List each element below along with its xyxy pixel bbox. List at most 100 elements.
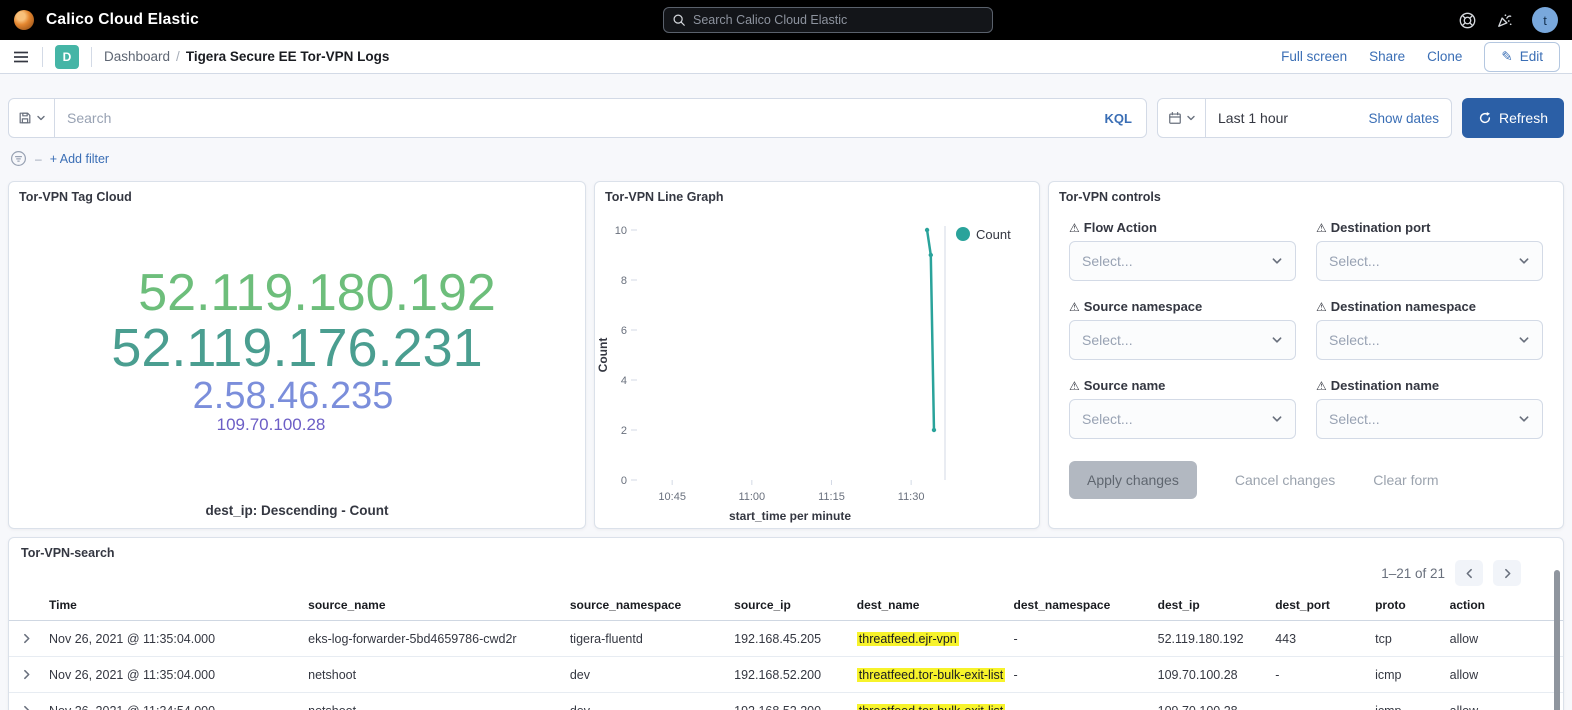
cell-time: Nov 26, 2021 @ 11:34:54.000 bbox=[49, 704, 308, 710]
tag-dest-ip[interactable]: 109.70.100.28 bbox=[217, 416, 326, 434]
calendar-icon bbox=[1168, 111, 1182, 125]
clone-button[interactable]: Clone bbox=[1427, 49, 1462, 64]
pencil-icon: ✎ bbox=[1501, 49, 1512, 65]
expand-row-button[interactable] bbox=[9, 669, 49, 680]
control-source-name: ⚠ Source name Select... bbox=[1069, 378, 1296, 439]
table-row: Nov 26, 2021 @ 11:34:54.000 netshoot dev… bbox=[9, 693, 1563, 710]
full-screen-button[interactable]: Full screen bbox=[1281, 49, 1347, 64]
col-dest-name[interactable]: dest_name bbox=[857, 592, 1014, 620]
line-chart[interactable]: 10 8 6 4 2 0 Count 10:45 11:00 11:15 11:… bbox=[595, 212, 1025, 530]
cancel-changes-button[interactable]: Cancel changes bbox=[1235, 472, 1335, 488]
refresh-button[interactable]: Refresh bbox=[1462, 98, 1564, 138]
expand-row-button[interactable] bbox=[9, 633, 49, 644]
col-source-namespace[interactable]: source_namespace bbox=[570, 592, 734, 620]
source-name-select[interactable]: Select... bbox=[1069, 399, 1296, 439]
search-table-panel: Tor-VPN-search 1–21 of 21 Time source_na… bbox=[8, 537, 1564, 710]
cell-dest-port: - bbox=[1275, 668, 1375, 682]
app-title: Calico Cloud Elastic bbox=[46, 11, 199, 29]
divider bbox=[42, 47, 43, 67]
control-destination-name: ⚠Destination name Select... bbox=[1316, 378, 1543, 439]
edit-button[interactable]: ✎ Edit bbox=[1484, 42, 1560, 72]
page-title: Tigera Secure EE Tor-VPN Logs bbox=[186, 49, 390, 64]
clear-form-button[interactable]: Clear form bbox=[1373, 472, 1438, 488]
chevron-down-icon bbox=[1518, 334, 1530, 346]
x-tick: 11:30 bbox=[898, 491, 925, 503]
select-placeholder: Select... bbox=[1329, 332, 1380, 348]
menu-hamburger-icon[interactable] bbox=[12, 48, 30, 66]
col-action[interactable]: action bbox=[1450, 592, 1523, 620]
refresh-icon bbox=[1478, 111, 1492, 125]
global-search-input[interactable]: Search Calico Cloud Elastic bbox=[663, 7, 993, 33]
col-dest-namespace[interactable]: dest_namespace bbox=[1014, 592, 1158, 620]
cell-source-ip: 192.168.45.205 bbox=[734, 632, 857, 646]
expand-row-button[interactable] bbox=[9, 705, 49, 710]
col-proto[interactable]: proto bbox=[1375, 592, 1450, 620]
col-source-name[interactable]: source_name bbox=[308, 592, 570, 620]
warning-icon: ⚠ bbox=[1316, 300, 1327, 314]
table-scrollbar[interactable] bbox=[1554, 570, 1560, 710]
tag-dest-ip[interactable]: 2.58.46.235 bbox=[193, 377, 394, 417]
saved-query-menu-button[interactable] bbox=[9, 99, 55, 137]
cell-dest-ip: 109.70.100.28 bbox=[1158, 704, 1276, 710]
time-range-picker[interactable]: Last 1 hour Show dates bbox=[1157, 98, 1452, 138]
destination-name-select[interactable]: Select... bbox=[1316, 399, 1543, 439]
destination-port-select[interactable]: Select... bbox=[1316, 241, 1543, 281]
col-dest-ip[interactable]: dest_ip bbox=[1158, 592, 1276, 620]
date-quick-menu-button[interactable] bbox=[1158, 99, 1206, 137]
select-placeholder: Select... bbox=[1082, 253, 1133, 269]
tag-dest-ip[interactable]: 52.119.176.231 bbox=[111, 320, 482, 376]
y-axis-title: Count bbox=[596, 338, 610, 373]
top-app-bar: Calico Cloud Elastic Search Calico Cloud… bbox=[0, 0, 1572, 40]
next-page-button[interactable] bbox=[1493, 560, 1521, 586]
cell-source-name: netshoot bbox=[308, 668, 570, 682]
space-badge[interactable]: D bbox=[55, 45, 79, 69]
line-graph-panel: Tor-VPN Line Graph 10 8 6 4 2 0 Count bbox=[594, 181, 1040, 529]
control-source-namespace: ⚠Source namespace Select... bbox=[1069, 299, 1296, 360]
col-time[interactable]: Time bbox=[49, 592, 308, 620]
cell-proto: icmp bbox=[1375, 668, 1450, 682]
chevron-right-icon bbox=[21, 633, 32, 644]
x-tick: 11:15 bbox=[818, 491, 845, 503]
source-namespace-select[interactable]: Select... bbox=[1069, 320, 1296, 360]
cell-source-namespace: dev bbox=[570, 704, 734, 710]
show-dates-button[interactable]: Show dates bbox=[1368, 111, 1451, 126]
tag-cloud: 52.119.180.192 52.119.176.231 2.58.46.23… bbox=[9, 218, 585, 482]
app-logo-icon bbox=[14, 10, 34, 30]
x-tick: 10:45 bbox=[658, 491, 686, 503]
legend-label[interactable]: Count bbox=[976, 227, 1011, 242]
share-button[interactable]: Share bbox=[1369, 49, 1405, 64]
chevron-down-icon bbox=[1518, 255, 1530, 267]
control-destination-namespace: ⚠Destination namespace Select... bbox=[1316, 299, 1543, 360]
add-filter-button[interactable]: + Add filter bbox=[50, 152, 109, 166]
col-source-ip[interactable]: source_ip bbox=[734, 592, 857, 620]
news-party-popper-icon[interactable] bbox=[1495, 11, 1514, 30]
line-graph-panel-title: Tor-VPN Line Graph bbox=[595, 182, 1039, 212]
flow-action-select[interactable]: Select... bbox=[1069, 241, 1296, 281]
highlighted-threat-feed: threatfeed.tor-bulk-exit-list bbox=[857, 704, 1006, 710]
kql-syntax-button[interactable]: KQL bbox=[1091, 111, 1146, 126]
warning-icon: ⚠ bbox=[1069, 379, 1080, 393]
cell-dest-port: 443 bbox=[1275, 632, 1375, 646]
breadcrumb-separator: / bbox=[176, 49, 180, 64]
cell-dest-port: - bbox=[1275, 704, 1375, 710]
warning-icon: ⚠ bbox=[1069, 221, 1080, 235]
destination-namespace-select[interactable]: Select... bbox=[1316, 320, 1543, 360]
help-icon[interactable] bbox=[1458, 11, 1477, 30]
time-range-value[interactable]: Last 1 hour bbox=[1206, 110, 1288, 126]
col-dest-port[interactable]: dest_port bbox=[1275, 592, 1375, 620]
y-tick: 4 bbox=[621, 375, 627, 387]
apply-changes-button[interactable]: Apply changes bbox=[1069, 461, 1197, 499]
cell-source-namespace: tigera-fluentd bbox=[570, 632, 734, 646]
tag-dest-ip[interactable]: 52.119.180.192 bbox=[138, 266, 496, 320]
query-input[interactable]: Search KQL bbox=[8, 98, 1147, 138]
select-placeholder: Select... bbox=[1329, 253, 1380, 269]
chevron-down-icon bbox=[1518, 413, 1530, 425]
user-avatar[interactable]: t bbox=[1532, 7, 1558, 33]
previous-page-button[interactable] bbox=[1455, 560, 1483, 586]
select-placeholder: Select... bbox=[1329, 411, 1380, 427]
filter-icon[interactable] bbox=[10, 150, 27, 167]
control-label: Source name bbox=[1084, 378, 1166, 393]
breadcrumb-dashboard[interactable]: Dashboard bbox=[104, 49, 170, 64]
x-tick: 11:00 bbox=[738, 491, 765, 503]
cell-source-name: eks-log-forwarder-5bd4659786-cwd2r bbox=[308, 632, 570, 646]
